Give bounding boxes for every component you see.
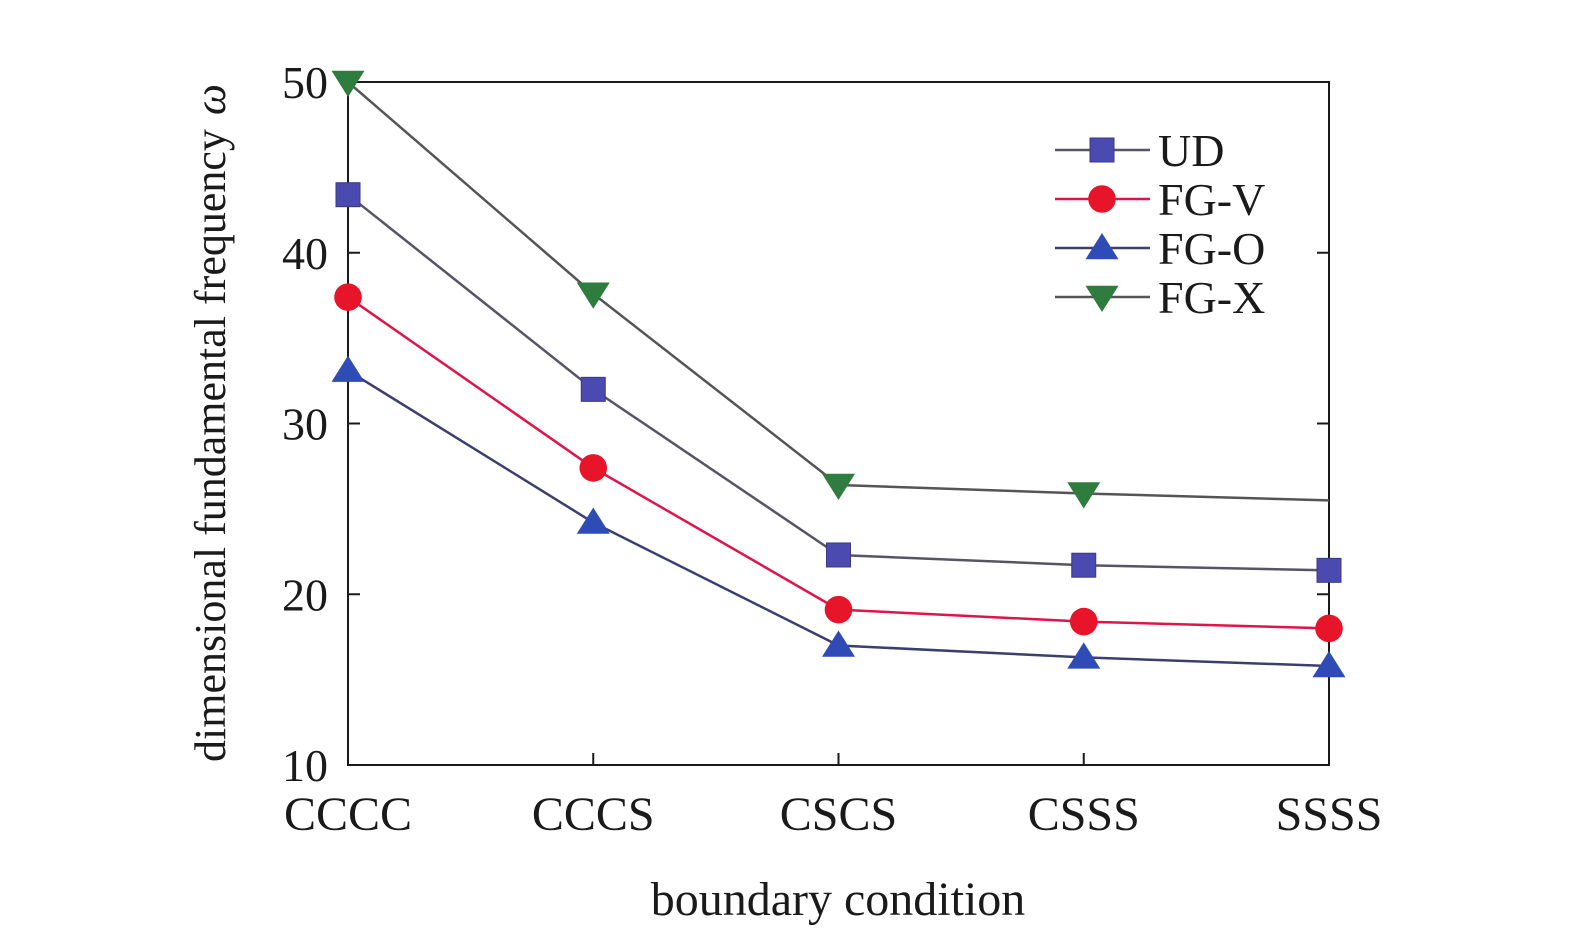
data-point [822,473,855,500]
y-axis-label-group: dimensional fundamental frequency ω [186,84,235,762]
data-point [331,70,365,97]
x-tick-label: CCCC [284,788,412,841]
y-axis-label-symbol: ω [186,84,235,115]
legend-entry: UD [1055,125,1224,176]
data-point [1067,482,1101,509]
y-axis-label: dimensional fundamental frequency ω [186,84,235,762]
legend-label: FG-V [1158,174,1265,225]
data-point [1069,607,1098,636]
legend-entry: FG-X [1055,272,1265,323]
series-ud [335,182,1342,583]
data-point [1071,552,1097,578]
data-point [822,630,855,657]
x-axis: CCCC CCCS CSCS CSSS SSSS [284,753,1382,841]
y-tick-label: 40 [282,228,328,279]
x-tick-label: CSCS [780,788,897,841]
data-point [580,376,606,402]
data-point [331,355,365,382]
legend-marker [1085,233,1119,260]
legend-marker [1089,137,1115,163]
data-point [824,595,853,624]
x-tick-label: SSSS [1276,788,1383,841]
data-point [576,507,610,534]
legend-entry: FG-V [1055,174,1265,225]
data-point [576,282,610,309]
legend-entry: FG-O [1055,223,1265,274]
data-point [1315,614,1343,643]
series-fg-v [334,283,1343,643]
series-fg-o [331,355,1346,678]
legend-marker [1088,185,1116,213]
legend-marker [1085,285,1119,312]
x-tick-label: CSSS [1028,788,1140,841]
data-point [1316,557,1342,583]
y-tick-label: 20 [282,569,328,620]
series-fg-x [331,70,1330,509]
data-point [826,542,851,568]
data-point [579,454,608,482]
series-layer [331,70,1346,678]
data-point [334,283,362,311]
x-axis-label: boundary condition [651,873,1026,926]
y-axis: 10 20 30 40 50 [282,57,1329,791]
y-tick-label: 10 [282,740,328,791]
legend-label: FG-O [1158,223,1265,274]
x-tick-label: CCCS [532,788,655,841]
data-point [1312,650,1346,678]
y-axis-label-text: dimensional fundamental frequency [186,129,235,762]
data-point [1067,642,1101,669]
y-tick-label: 30 [282,399,328,450]
legend-label: FG-X [1158,272,1265,323]
data-point [335,182,361,208]
y-tick-label: 50 [282,57,328,108]
legend-label: UD [1158,125,1224,176]
